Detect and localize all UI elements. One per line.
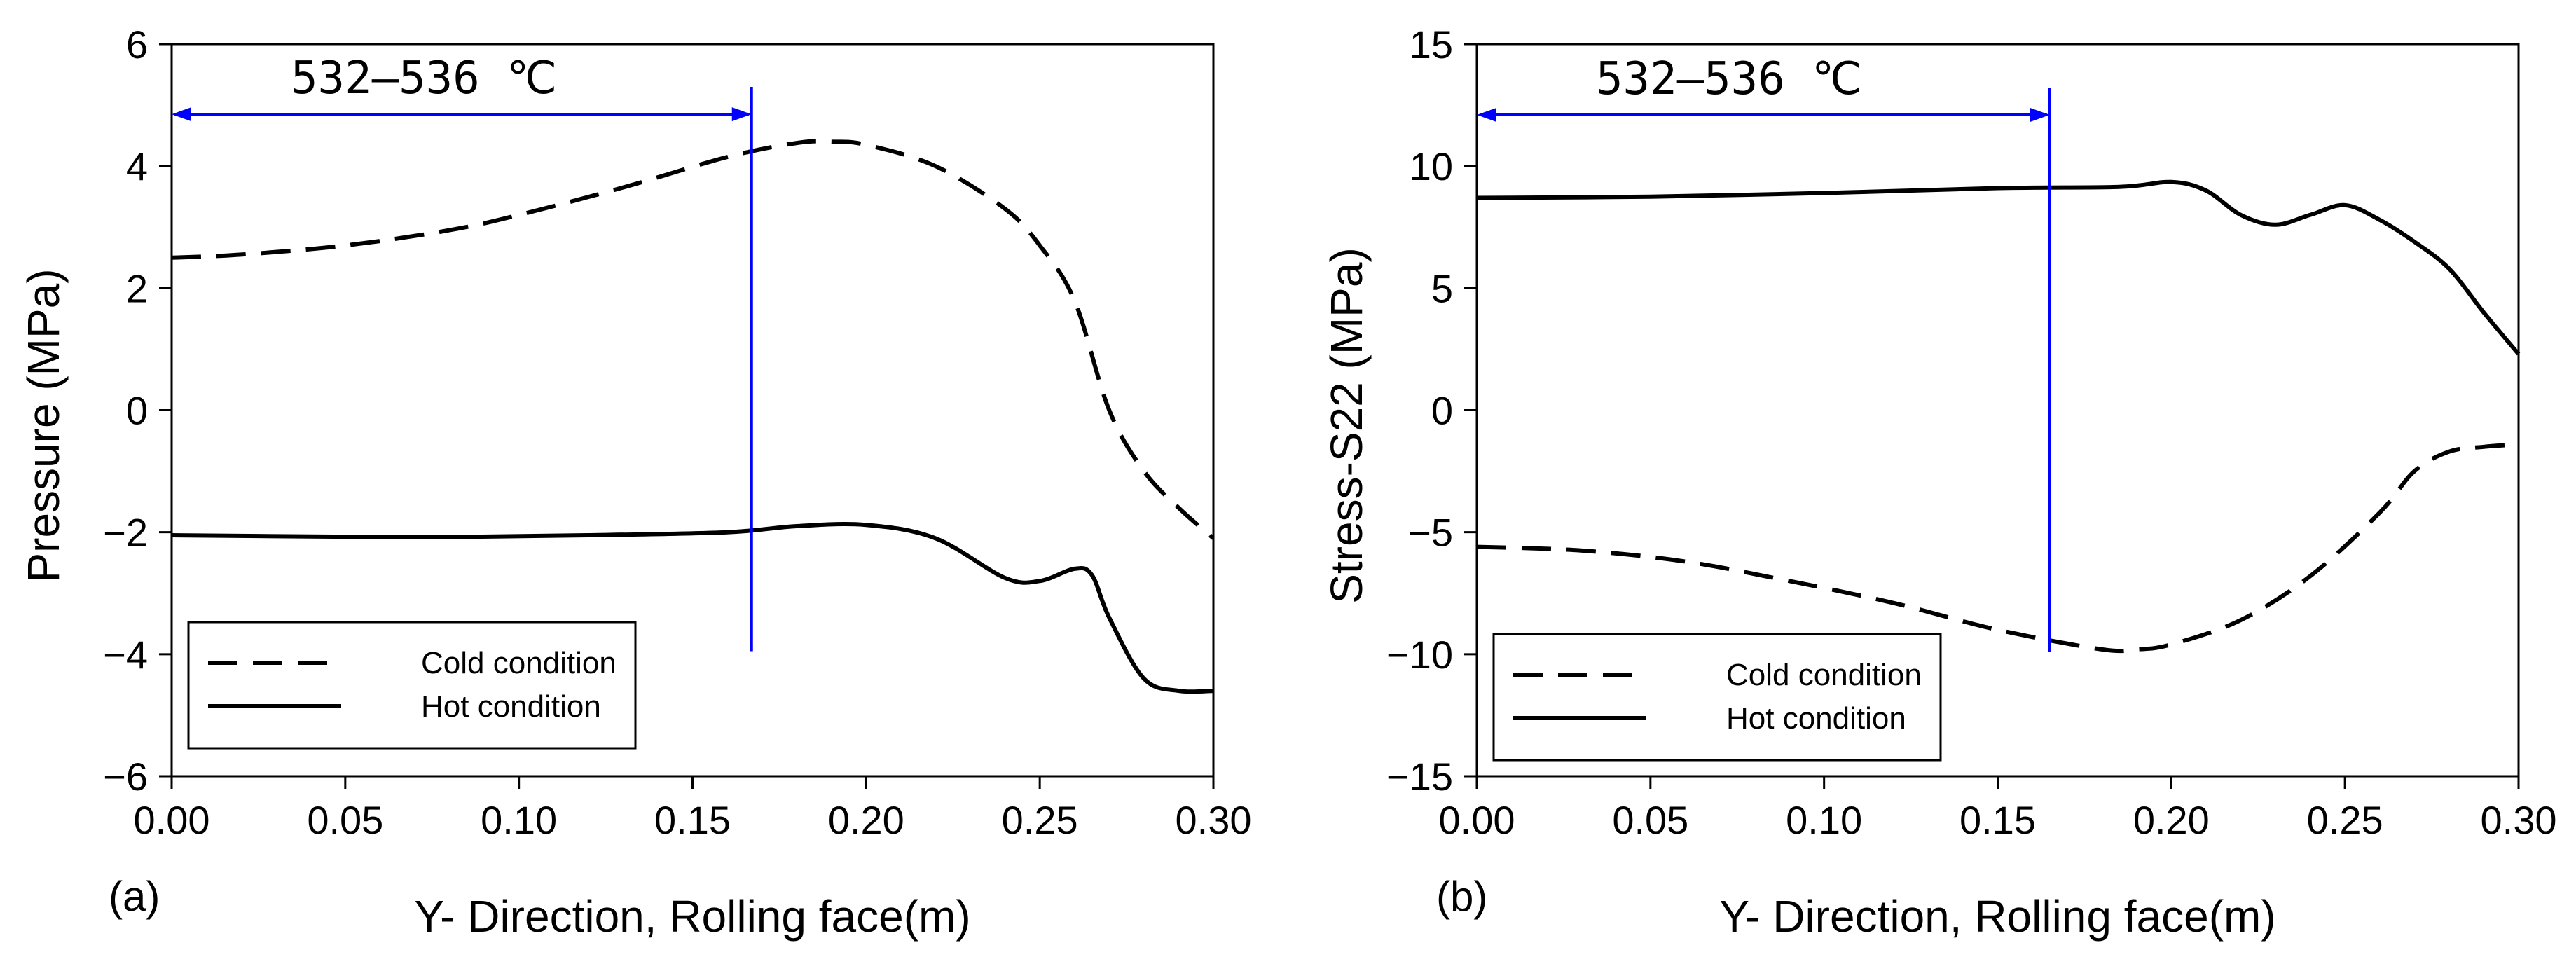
y-tick-label: 0 xyxy=(1431,389,1453,433)
x-axis-title: Y- Direction, Rolling face(m) xyxy=(414,891,970,942)
y-tick-label: 0 xyxy=(126,389,148,433)
legend-box xyxy=(187,621,637,750)
y-tick-label: 15 xyxy=(1410,22,1453,67)
y-tick-label: 2 xyxy=(126,266,148,310)
y-tick-label: −6 xyxy=(103,755,148,799)
y-axis-title: Stress-S22 (MPa) xyxy=(1321,247,1372,604)
x-tick-label: 0.00 xyxy=(134,798,210,842)
x-tick-label: 0.30 xyxy=(1176,798,1252,842)
temperature-range-label: 532–536 ℃ xyxy=(291,53,557,104)
chart-panel-b: 0.00 0.05 0.10 0.15 0.20 0.25 0.30 −15 −10 −5 0 5 10… xyxy=(1321,22,2557,942)
x-tick-label: 0.10 xyxy=(481,798,557,842)
cold-condition-line xyxy=(1476,442,2519,654)
x-tick-label: 0.15 xyxy=(654,798,731,842)
legend-label-hot: Hot condition xyxy=(421,689,601,724)
panel-label: (b) xyxy=(1436,873,1487,920)
x-tick-label: 0.25 xyxy=(2307,798,2383,842)
legend-box xyxy=(1492,633,1942,762)
y-tick-label: −4 xyxy=(103,633,148,677)
cold-condition-line xyxy=(171,139,1215,540)
range-arrow-head-left xyxy=(172,107,191,122)
range-arrow-head-left xyxy=(1477,108,1496,123)
x-tick-label: 0.15 xyxy=(1959,798,2036,842)
legend-label-cold: Cold condition xyxy=(421,646,617,680)
chart-panel-a: 0.00 0.05 0.10 0.15 0.20 0.25 0.30 −6 −4 −2 0 2 4 6 Y-… xyxy=(18,22,1252,942)
x-tick-label: 0.10 xyxy=(1786,798,1862,842)
legend-label-hot: Hot condition xyxy=(1726,701,1906,736)
hot-condition-line xyxy=(171,521,1214,694)
x-tick-label: 0.20 xyxy=(2133,798,2210,842)
x-tick-label: 0.20 xyxy=(828,798,904,842)
x-axis-title: Y- Direction, Rolling face(m) xyxy=(1719,891,2275,942)
x-tick-label: 0.05 xyxy=(1612,798,1688,842)
y-tick-label: 5 xyxy=(1431,266,1453,310)
x-tick-label: 0.05 xyxy=(307,798,383,842)
range-arrow-head-right xyxy=(731,107,752,122)
legend-label-cold: Cold condition xyxy=(1726,658,1922,692)
range-arrow-head-right xyxy=(2030,108,2050,123)
y-axis-title: Pressure (MPa) xyxy=(18,268,69,582)
y-tick-label: 4 xyxy=(126,144,148,188)
y-tick-label: −5 xyxy=(1408,511,1453,555)
panel-label: (a) xyxy=(109,873,160,920)
x-tick-label: 0.25 xyxy=(1002,798,1078,842)
y-tick-label: −2 xyxy=(103,511,148,555)
hot-condition-line xyxy=(1476,179,2521,356)
y-tick-label: −15 xyxy=(1386,755,1453,799)
y-tick-label: 10 xyxy=(1410,144,1453,188)
y-tick-label: −10 xyxy=(1386,633,1453,677)
temperature-range-label: 532–536 ℃ xyxy=(1596,53,1862,105)
x-tick-label: 0.30 xyxy=(2481,798,2557,842)
x-tick-label: 0.00 xyxy=(1439,798,1515,842)
y-tick-label: 6 xyxy=(126,22,148,67)
